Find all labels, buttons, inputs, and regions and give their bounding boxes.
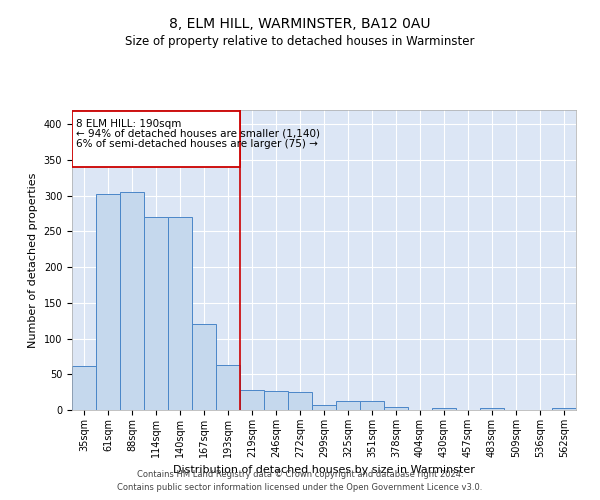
Text: 8, ELM HILL, WARMINSTER, BA12 0AU: 8, ELM HILL, WARMINSTER, BA12 0AU [169, 18, 431, 32]
Text: ← 94% of detached houses are smaller (1,140): ← 94% of detached houses are smaller (1,… [76, 128, 320, 138]
Bar [336, 402, 360, 410]
Text: Size of property relative to detached houses in Warminster: Size of property relative to detached ho… [125, 35, 475, 48]
Bar [360, 402, 384, 410]
Bar [240, 390, 264, 410]
Bar [168, 217, 192, 410]
Bar [264, 390, 288, 410]
Bar [72, 366, 96, 410]
Bar [552, 408, 576, 410]
Bar [312, 405, 336, 410]
Bar [96, 194, 120, 410]
Bar [216, 365, 240, 410]
Bar [480, 408, 504, 410]
Bar [120, 192, 144, 410]
Text: Contains HM Land Registry data © Crown copyright and database right 2024.: Contains HM Land Registry data © Crown c… [137, 470, 463, 479]
Text: Contains public sector information licensed under the Open Government Licence v3: Contains public sector information licen… [118, 484, 482, 492]
Text: 6% of semi-detached houses are larger (75) →: 6% of semi-detached houses are larger (7… [76, 138, 317, 148]
Bar [144, 217, 168, 410]
X-axis label: Distribution of detached houses by size in Warminster: Distribution of detached houses by size … [173, 466, 475, 475]
Bar [432, 408, 456, 410]
Bar [288, 392, 312, 410]
FancyBboxPatch shape [72, 112, 240, 167]
Bar [192, 324, 216, 410]
Text: 8 ELM HILL: 190sqm: 8 ELM HILL: 190sqm [76, 118, 181, 128]
Y-axis label: Number of detached properties: Number of detached properties [28, 172, 38, 348]
Bar [384, 407, 408, 410]
